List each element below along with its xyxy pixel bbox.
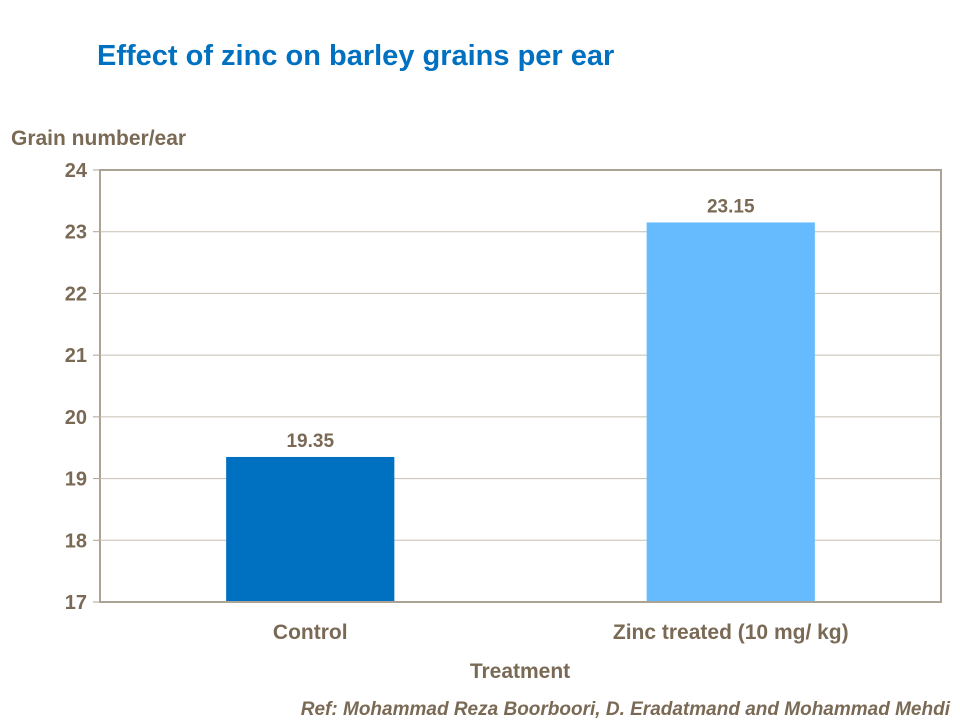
y-axis-title: Grain number/ear: [11, 127, 186, 150]
data-label: 19.35: [286, 431, 334, 452]
x-axis-title: Treatment: [470, 660, 570, 683]
y-tick-label: 17: [65, 592, 87, 614]
y-tick-label: 19: [65, 469, 87, 491]
chart-title: Effect of zinc on barley grains per ear: [97, 40, 615, 72]
bar: [646, 222, 815, 602]
y-tick-label: 22: [65, 283, 87, 305]
bar: [226, 456, 395, 602]
data-label: 23.15: [707, 196, 755, 217]
y-tick-label: 20: [65, 407, 87, 429]
y-tick-label: 24: [65, 160, 88, 182]
x-tick-label: Control: [273, 621, 348, 644]
y-tick-label: 23: [65, 222, 87, 244]
x-tick-label: Zinc treated (10 mg/ kg): [613, 621, 849, 644]
reference-note: Ref: Mohammad Reza Boorboori, D. Eradatm…: [300, 699, 950, 720]
y-tick-label: 18: [65, 530, 87, 552]
y-tick-label: 21: [65, 345, 87, 367]
